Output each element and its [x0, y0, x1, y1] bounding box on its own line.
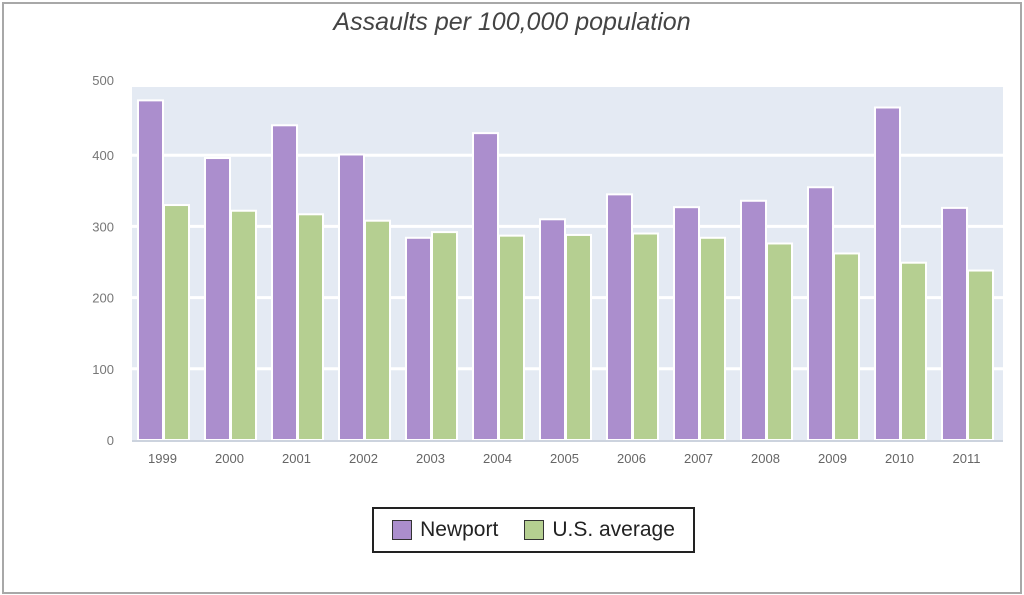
- bar-us-average-2011: [967, 269, 994, 441]
- bar-us-average-2002: [364, 219, 391, 441]
- legend-item-us-average[interactable]: U.S. average: [524, 518, 675, 542]
- y-tick-label: 0: [107, 433, 114, 448]
- x-tick-label: 2011: [953, 451, 981, 466]
- bar-us-average-2010: [900, 261, 927, 441]
- bar-newport-2011: [941, 206, 968, 441]
- bar-newport-2001: [271, 124, 298, 442]
- y-tick-label: 400: [92, 148, 114, 163]
- bar-us-average-2004: [498, 234, 525, 441]
- x-tick-label: 2006: [617, 451, 646, 466]
- y-tick-label: 300: [92, 219, 114, 234]
- bar-newport-2010: [874, 106, 901, 441]
- bar-us-average-1999: [163, 204, 190, 441]
- legend-swatch-us-average: [524, 520, 545, 540]
- bar-newport-2002: [338, 153, 365, 441]
- bar-us-average-2005: [565, 233, 592, 441]
- legend-label: Newport: [420, 518, 499, 541]
- x-tick-label: 2009: [818, 451, 847, 466]
- y-tick-label: 200: [92, 291, 114, 306]
- x-tick-label: 2007: [684, 451, 713, 466]
- bar-newport-2005: [539, 218, 566, 441]
- legend-item-newport[interactable]: Newport: [392, 518, 498, 542]
- legend-swatch-newport: [392, 520, 413, 540]
- x-tick-label: 2010: [885, 451, 914, 466]
- x-tick-label: 2000: [215, 451, 244, 466]
- bar-newport-2008: [740, 199, 767, 441]
- x-tick-label: 2005: [550, 451, 579, 466]
- bar-newport-2000: [204, 157, 231, 441]
- bar-us-average-2001: [297, 213, 324, 441]
- bar-newport-2006: [606, 193, 633, 441]
- bar-us-average-2003: [431, 231, 458, 441]
- bar-us-average-2007: [699, 236, 726, 441]
- x-tick-label: 2001: [282, 451, 311, 466]
- bar-us-average-2000: [230, 209, 257, 441]
- bar-us-average-2009: [833, 252, 860, 441]
- bar-us-average-2008: [766, 242, 793, 441]
- bar-newport-2007: [673, 206, 700, 441]
- x-tick-label: 2004: [483, 451, 512, 466]
- x-tick-label: 2002: [349, 451, 378, 466]
- chart-title: Assaults per 100,000 population: [333, 8, 691, 36]
- legend-label: U.S. average: [552, 518, 675, 541]
- bar-newport-2009: [807, 186, 834, 441]
- bar-us-average-2006: [632, 232, 659, 441]
- legend: Newport U.S. average: [372, 507, 695, 553]
- y-tick-label: 100: [92, 362, 114, 377]
- y-tick-label: 500: [92, 73, 114, 88]
- x-tick-label: 2003: [416, 451, 445, 466]
- bar-newport-2004: [472, 132, 499, 442]
- x-tick-label: 1999: [148, 451, 177, 466]
- bar-newport-1999: [137, 99, 164, 441]
- bar-newport-2003: [405, 236, 432, 441]
- x-tick-label: 2008: [751, 451, 780, 466]
